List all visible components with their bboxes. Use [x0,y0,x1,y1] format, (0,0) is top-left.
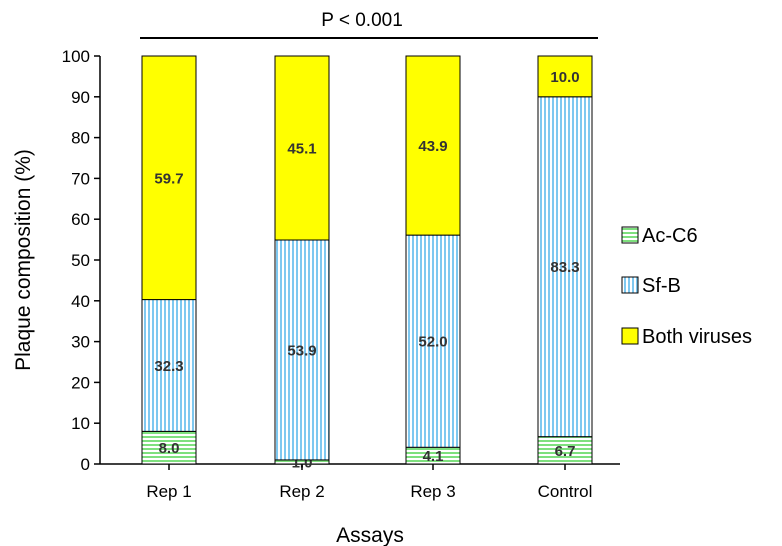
bar-segment [274,55,330,241]
bar-segment [537,96,593,438]
y-tick-label: 90 [71,88,90,107]
data-label: 53.9 [287,342,316,359]
legend: Ac-C6 Sf-B Both viruses [621,225,752,348]
y-tick-label: 80 [71,129,90,148]
x-category-label: Rep 3 [410,482,455,501]
legend-label: Both viruses [642,326,752,348]
data-label: 45.1 [287,141,316,158]
bar-segment [274,239,330,461]
data-label: 52.0 [418,334,447,351]
data-label: 43.9 [418,138,447,155]
y-tick-label: 70 [71,169,90,188]
data-label: 4.1 [423,448,444,465]
data-label: 83.3 [550,259,579,276]
legend-label: Ac-C6 [642,225,698,247]
x-category-label: Rep 2 [279,482,324,501]
legend-swatch [621,276,639,294]
bars: 8.032.359.71.053.945.14.152.043.96.783.3… [141,55,593,471]
y-tick-label: 20 [71,373,90,392]
x-axis-category-labels: Rep 1 Rep 2 Rep 3 Control [146,464,592,501]
y-axis-title: Plaque composition (%) [12,149,35,371]
y-axis-ticks: 0 10 20 30 40 50 60 70 80 90 100 [62,47,100,474]
y-tick-label: 100 [62,47,90,66]
y-tick-label: 50 [71,251,90,270]
data-label: 8.0 [159,440,180,457]
y-tick-label: 0 [81,455,90,474]
data-label: 6.7 [555,443,576,460]
legend-swatch [621,327,639,345]
bar-segment [537,436,593,465]
significance-annotation: P < 0.001 [321,10,403,31]
data-label: 10.0 [550,69,579,86]
y-tick-label: 30 [71,333,90,352]
bar-segment [141,55,197,301]
y-tick-label: 60 [71,210,90,229]
x-category-label: Control [538,482,593,501]
data-label: 59.7 [154,170,183,187]
bar-segment [537,55,593,98]
x-axis-title: Assays [336,524,404,546]
bar-segment [141,299,197,432]
y-tick-label: 40 [71,292,90,311]
bar-segment [405,234,461,448]
legend-label: Sf-B [642,275,681,297]
y-tick-label: 10 [71,414,90,433]
legend-swatch [621,226,639,244]
data-label: 32.3 [154,358,183,375]
bar-segment [405,55,461,236]
x-category-label: Rep 1 [146,482,191,501]
